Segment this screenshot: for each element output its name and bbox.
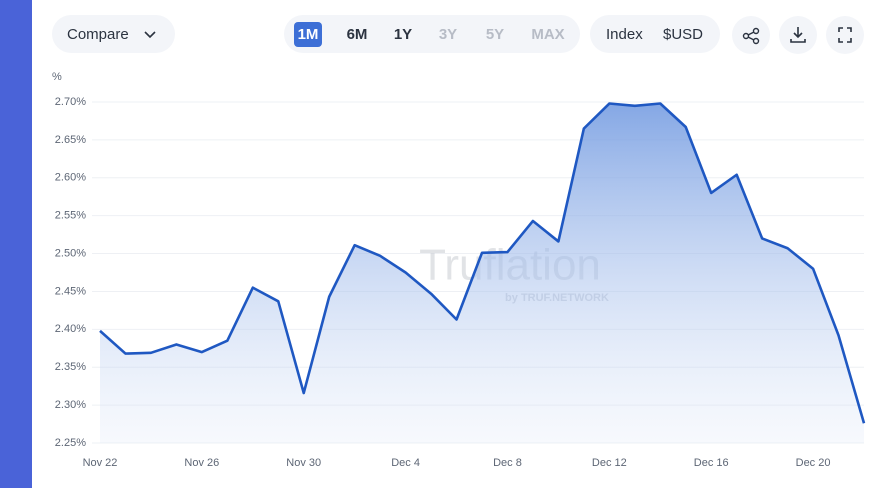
x-tick-label: Dec 4 — [391, 457, 420, 469]
currency-button[interactable]: $USD — [663, 26, 703, 43]
share-button[interactable] — [732, 16, 770, 54]
area — [100, 103, 864, 443]
x-tick-label: Dec 20 — [796, 457, 831, 469]
y-tick-label: 2.50% — [55, 247, 86, 259]
period-button[interactable]: MAX — [531, 26, 564, 43]
period-label: 1M — [298, 26, 319, 43]
y-unit: % — [52, 71, 62, 83]
y-tick-label: 2.40% — [55, 323, 86, 335]
x-tick-label: Dec 8 — [493, 457, 522, 469]
period-active-bg — [294, 22, 322, 47]
x-tick-label: Nov 22 — [83, 457, 118, 469]
period-label: MAX — [531, 26, 564, 43]
compare-button[interactable]: Compare — [52, 15, 175, 53]
y-tick-label: 2.55% — [55, 210, 86, 222]
y-tick-label: 2.45% — [55, 285, 86, 297]
period-button[interactable]: 1Y — [394, 26, 412, 43]
period-button[interactable]: 3Y — [439, 26, 457, 43]
y-tick-label: 2.70% — [55, 96, 86, 108]
x-tick-label: Nov 26 — [184, 457, 219, 469]
y-tick-label: 2.30% — [55, 399, 86, 411]
side-strip — [0, 0, 32, 488]
period-group — [284, 15, 580, 53]
y-tick-label: 2.25% — [55, 437, 86, 449]
compare-label: Compare — [67, 26, 129, 43]
y-tick-label: 2.60% — [55, 172, 86, 184]
line — [99, 102, 866, 424]
period-label: 5Y — [486, 26, 504, 43]
period-label: 1Y — [394, 26, 412, 43]
period-button[interactable]: 5Y — [486, 26, 504, 43]
period-label: 6M — [347, 26, 368, 43]
download-button[interactable] — [779, 16, 817, 54]
fullscreen-button[interactable] — [826, 16, 864, 54]
period-button[interactable]: 6M — [347, 26, 368, 43]
x-tick-label: Dec 12 — [592, 457, 627, 469]
x-tick-label: Dec 16 — [694, 457, 729, 469]
y-tick-label: 2.35% — [55, 361, 86, 373]
index-button[interactable]: Index — [606, 26, 643, 43]
y-tick-label: 2.65% — [55, 134, 86, 146]
unit-group — [590, 15, 720, 53]
period-button[interactable]: 1M — [294, 22, 322, 47]
x-tick-label: Nov 30 — [286, 457, 321, 469]
period-label: 3Y — [439, 26, 457, 43]
